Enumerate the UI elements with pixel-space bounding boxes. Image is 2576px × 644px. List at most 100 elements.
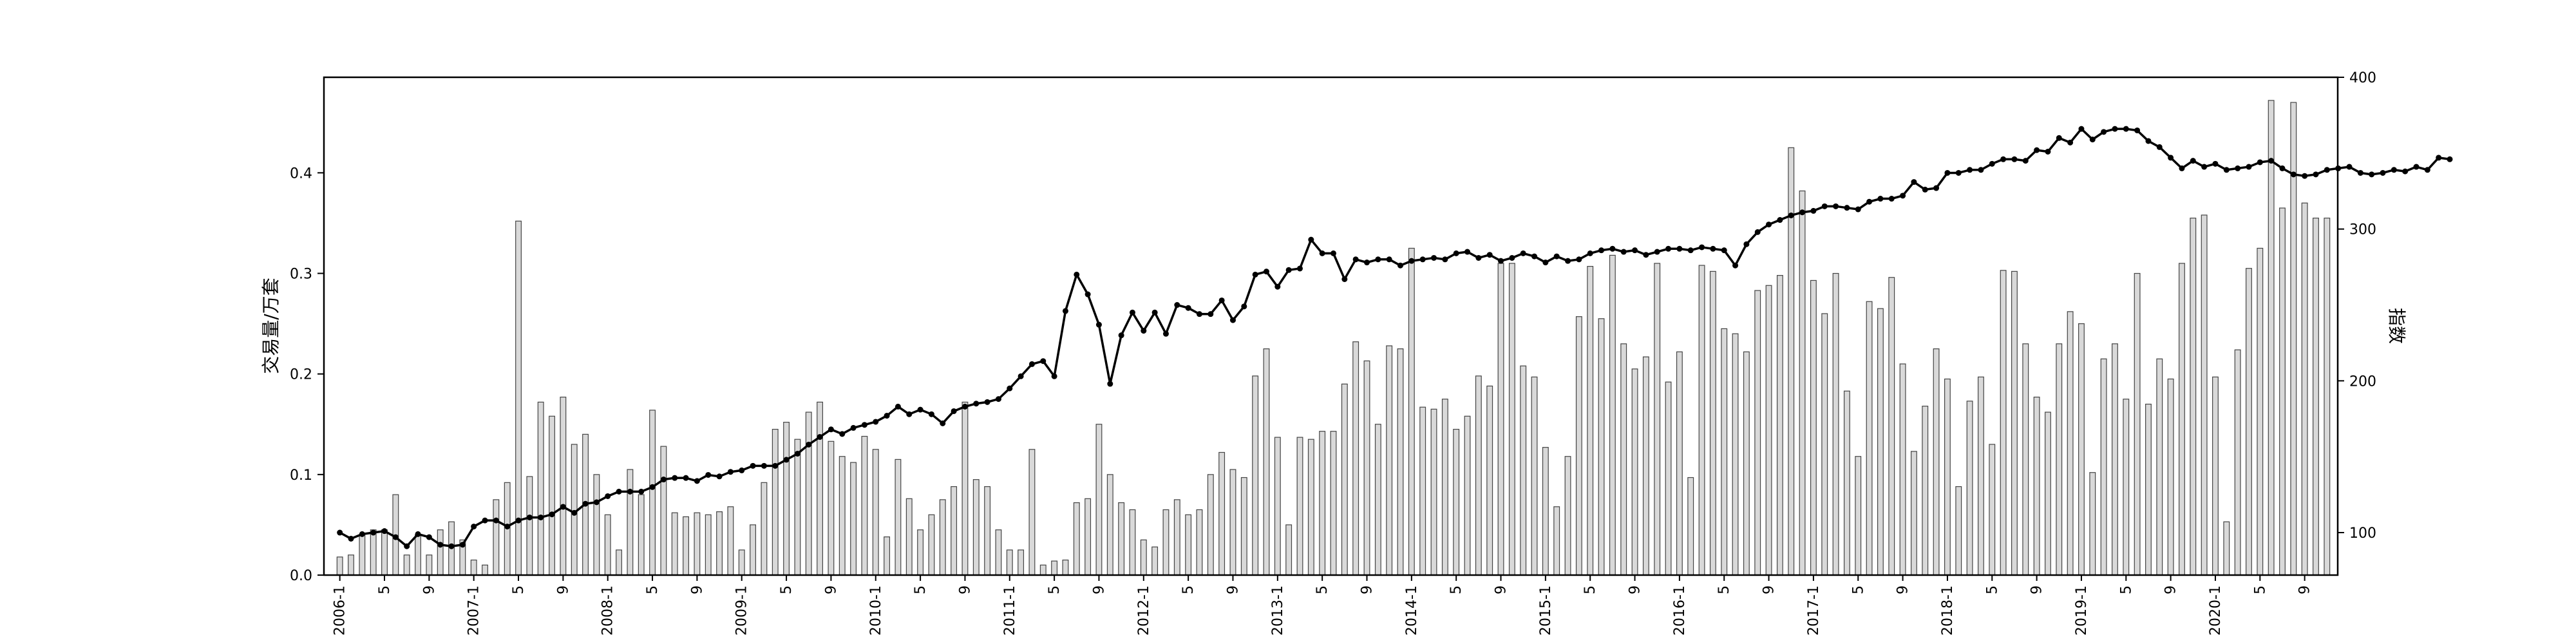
line-point	[2246, 164, 2252, 170]
line-point	[2357, 169, 2363, 176]
line-point	[828, 426, 834, 433]
line-point	[861, 422, 867, 428]
bar	[1821, 313, 1828, 576]
line-point	[459, 542, 466, 548]
line-point	[1598, 247, 1605, 254]
right-tick-label: 200	[2349, 374, 2376, 390]
bar	[1419, 406, 1426, 576]
line-point	[1922, 186, 1928, 193]
line-point	[2078, 126, 2085, 132]
line-point	[1509, 254, 1515, 261]
line-point	[627, 488, 633, 495]
bar	[415, 534, 421, 576]
line-point	[1386, 256, 1392, 263]
bar	[2246, 268, 2252, 576]
line-point	[2168, 155, 2174, 161]
bar	[794, 439, 801, 576]
bar	[1687, 477, 1694, 576]
bar	[939, 499, 946, 576]
bar	[1218, 451, 1226, 576]
bar	[1039, 564, 1046, 576]
bar	[370, 529, 377, 576]
bar	[872, 449, 879, 576]
x-tick-label: 9	[957, 585, 973, 594]
bar	[1051, 560, 1058, 576]
bar	[671, 512, 678, 576]
bar	[1609, 254, 1616, 576]
bar	[917, 529, 924, 576]
bar	[1118, 502, 1125, 576]
line-point	[1721, 247, 1727, 254]
line-point	[1007, 385, 1013, 392]
bar	[694, 512, 701, 576]
line-point	[2223, 167, 2230, 173]
right-axis-ticks: 100 200 300 400	[2338, 70, 2376, 542]
bar	[1698, 265, 1705, 576]
bar	[482, 564, 488, 576]
x-tick-label: 9	[1493, 585, 1510, 594]
line-point	[1944, 169, 1951, 176]
bar	[1654, 263, 1661, 576]
x-tick-label: 5	[1046, 585, 1063, 594]
right-axis-label: 指数	[2386, 308, 2407, 344]
line-point	[1118, 332, 1124, 339]
bar	[2123, 399, 2130, 576]
line-point	[2022, 158, 2029, 164]
line-point	[370, 529, 377, 536]
line-point	[660, 477, 667, 483]
line-point	[984, 399, 990, 405]
line-point	[1687, 247, 1694, 254]
line-point	[582, 500, 589, 507]
bar	[1185, 514, 1192, 576]
bar	[1899, 363, 1906, 576]
bar	[1933, 348, 1940, 576]
x-tick-label: 2020-1	[2208, 585, 2224, 636]
line-point	[392, 534, 399, 540]
bar	[850, 462, 857, 576]
line-point	[1397, 262, 1404, 269]
line-point	[448, 543, 455, 549]
line-point	[705, 471, 712, 478]
bar	[2000, 270, 2007, 576]
bar	[336, 556, 343, 576]
x-tick-label: 5	[1448, 585, 1464, 594]
left-axis-ticks: 0.0 0.1 0.2 0.3 0.4	[290, 166, 324, 584]
line-point	[806, 441, 812, 448]
bar	[995, 529, 1002, 576]
x-tick-label: 5	[2252, 585, 2268, 594]
bar	[526, 476, 533, 576]
line-point	[739, 467, 745, 473]
bar	[649, 410, 656, 576]
bar	[1229, 469, 1236, 576]
line-point	[1196, 311, 1202, 317]
line-point	[973, 401, 980, 407]
bar	[2145, 403, 2152, 576]
line-point	[2067, 139, 2074, 146]
line-point	[1174, 302, 1180, 308]
bar	[2022, 343, 2029, 576]
line-point	[1710, 245, 1716, 252]
line-point	[2257, 159, 2263, 166]
bar	[1888, 277, 1895, 576]
bar	[805, 412, 812, 576]
bar	[1341, 383, 1348, 576]
line-point	[1877, 196, 1884, 202]
bar	[2212, 376, 2219, 576]
line-point	[917, 406, 923, 413]
bar	[638, 494, 645, 576]
bar	[2156, 358, 2163, 576]
line-point	[1833, 203, 1839, 209]
line-point	[1754, 229, 1761, 235]
bar	[828, 440, 835, 576]
line-point	[1331, 250, 1336, 256]
x-tick-label: 9	[1091, 585, 1107, 594]
x-tick-label: 5	[645, 585, 661, 594]
bar	[972, 479, 980, 576]
x-tick-label: 9	[1895, 585, 1911, 594]
line-point	[727, 469, 734, 475]
bar	[1274, 437, 1281, 576]
x-tick-label: 5	[1314, 585, 1331, 594]
line-point	[2156, 144, 2163, 150]
line-point	[1788, 212, 1794, 218]
